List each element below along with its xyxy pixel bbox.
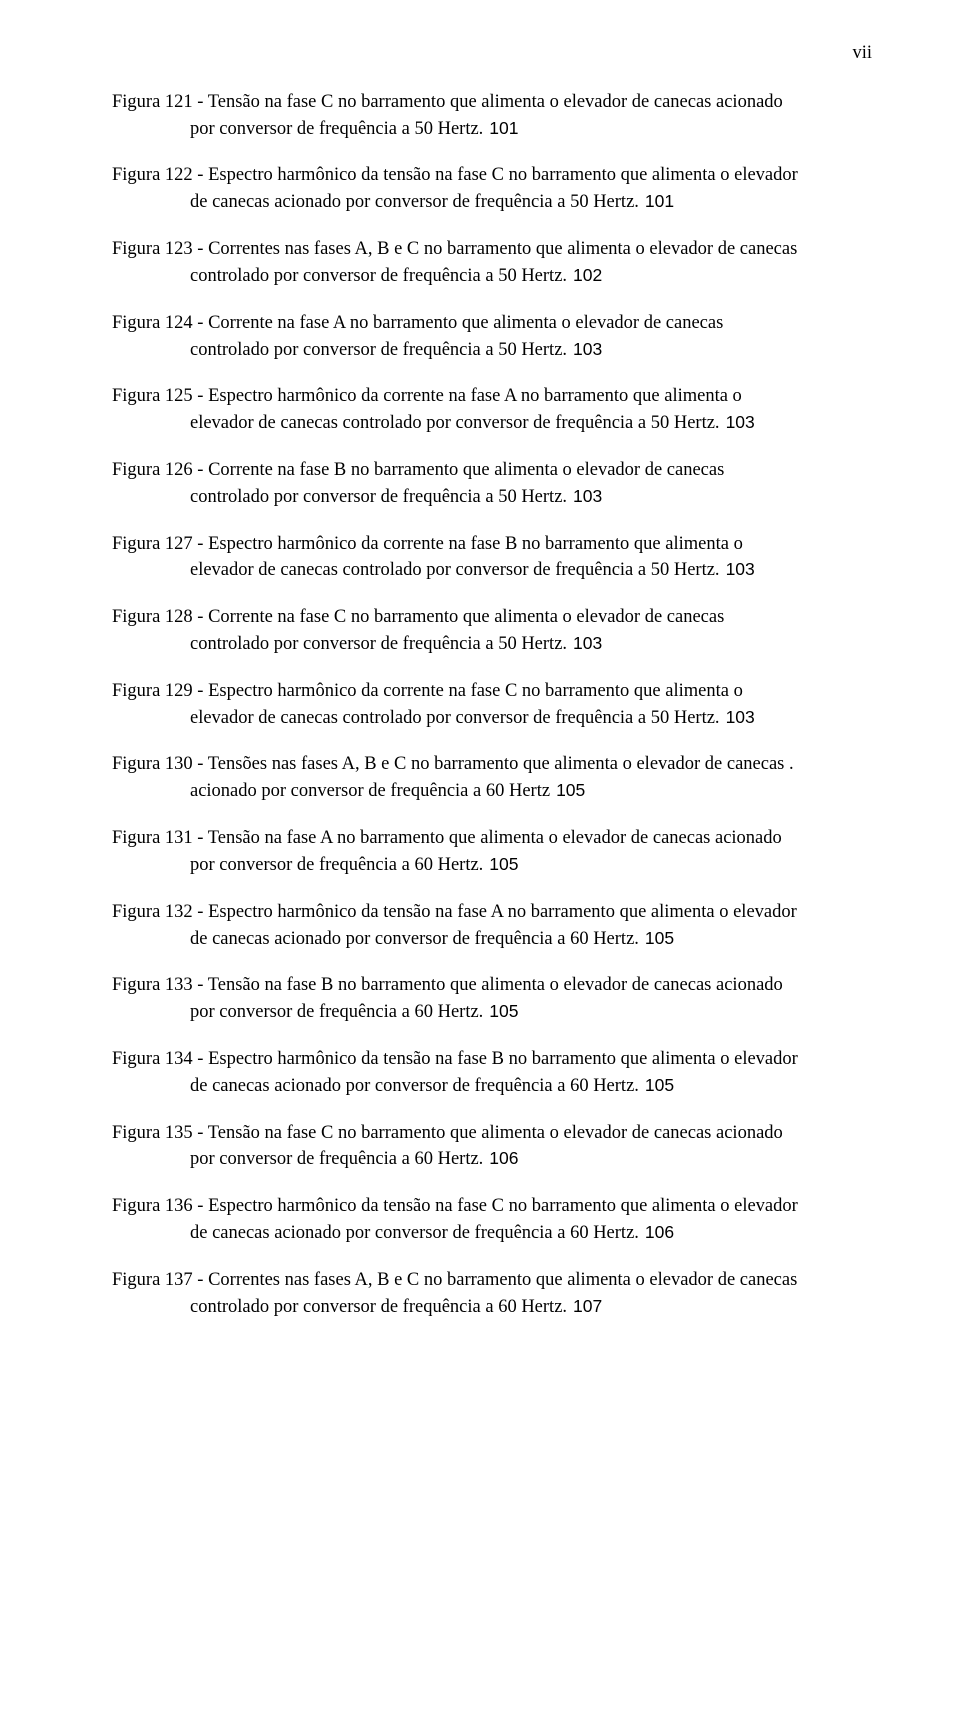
figure-entry-line2: de canecas acionado por conversor de fre…	[112, 189, 954, 216]
figure-entry: Figura 123 - Correntes nas fases A, B e …	[112, 236, 876, 290]
figure-entry-line2-text: de canecas acionado por conversor de fre…	[190, 929, 639, 949]
figure-entry: Figura 125 - Espectro harmônico da corre…	[112, 383, 876, 437]
figure-entry: Figura 128 - Corrente na fase C no barra…	[112, 604, 876, 658]
figure-entry-line1: Figura 122 - Espectro harmônico da tensã…	[112, 162, 876, 189]
figure-entry-page: 101	[645, 191, 674, 211]
figure-entry-line2-text: por conversor de frequência a 60 Hertz.	[190, 1149, 483, 1169]
figure-entry-line2: elevador de canecas controlado por conve…	[112, 705, 954, 732]
figure-entry-line2-text: controlado por conversor de frequência a…	[190, 340, 567, 360]
figure-entry: Figura 124 - Corrente na fase A no barra…	[112, 310, 876, 364]
figure-entry-line2: controlado por conversor de frequência a…	[112, 263, 954, 290]
figure-entry-line1: Figura 127 - Espectro harmônico da corre…	[112, 531, 876, 558]
figure-entry-line1: Figura 135 - Tensão na fase C no barrame…	[112, 1120, 876, 1147]
figure-entry-page: 107	[573, 1296, 602, 1316]
figure-entry-line1: Figura 137 - Correntes nas fases A, B e …	[112, 1267, 876, 1294]
figure-entry-line1: Figura 129 - Espectro harmônico da corre…	[112, 678, 876, 705]
figure-entry-line1: Figura 133 - Tensão na fase B no barrame…	[112, 972, 876, 999]
figure-entry: Figura 136 - Espectro harmônico da tensã…	[112, 1193, 876, 1247]
figure-entry-line2: de canecas acionado por conversor de fre…	[112, 1073, 954, 1100]
figure-entry-line2-text: por conversor de frequência a 60 Hertz.	[190, 855, 483, 875]
figure-entry-page: 105	[645, 1075, 674, 1095]
figure-entry-line1: Figura 136 - Espectro harmônico da tensã…	[112, 1193, 876, 1220]
figure-entry-line2: elevador de canecas controlado por conve…	[112, 557, 954, 584]
figure-entry-line2: de canecas acionado por conversor de fre…	[112, 1220, 954, 1247]
figure-entry: Figura 134 - Espectro harmônico da tensã…	[112, 1046, 876, 1100]
figure-entry-line2: controlado por conversor de frequência a…	[112, 1294, 954, 1321]
figure-entry-line2-text: controlado por conversor de frequência a…	[190, 266, 567, 286]
figure-entry-line2: controlado por conversor de frequência a…	[112, 631, 954, 658]
figure-entry-line1: Figura 121 - Tensão na fase C no barrame…	[112, 89, 876, 116]
figure-entry-line2-text: controlado por conversor de frequência a…	[190, 1297, 567, 1317]
figure-entry-line1: Figura 131 - Tensão na fase A no barrame…	[112, 825, 876, 852]
figure-entry-line2-text: elevador de canecas controlado por conve…	[190, 708, 720, 728]
figure-entry-line2-text: por conversor de frequência a 60 Hertz.	[190, 1002, 483, 1022]
figure-entry: Figura 131 - Tensão na fase A no barrame…	[112, 825, 876, 879]
figure-entry-page: 103	[573, 486, 602, 506]
figure-entry-line2-text: elevador de canecas controlado por conve…	[190, 560, 720, 580]
figure-entry-line2-text: acionado por conversor de frequência a 6…	[190, 781, 550, 801]
figure-entry-line2: de canecas acionado por conversor de fre…	[112, 926, 954, 953]
figure-entry: Figura 132 - Espectro harmônico da tensã…	[112, 899, 876, 953]
figure-entry: Figura 130 - Tensões nas fases A, B e C …	[112, 751, 876, 805]
figure-entry-page: 106	[645, 1222, 674, 1242]
figure-entry: Figura 126 - Corrente na fase B no barra…	[112, 457, 876, 511]
figure-entry-line2: por conversor de frequência a 60 Hertz. 1…	[112, 999, 954, 1026]
figure-entry-line2-text: de canecas acionado por conversor de fre…	[190, 1223, 639, 1243]
figure-entry-line1: Figura 130 - Tensões nas fases A, B e C …	[112, 751, 876, 778]
figure-entry-page: 105	[556, 780, 585, 800]
figure-entry-line2-text: elevador de canecas controlado por conve…	[190, 413, 720, 433]
figure-entry-line1: Figura 132 - Espectro harmônico da tensã…	[112, 899, 876, 926]
figure-entry-page: 105	[489, 854, 518, 874]
figure-entry: Figura 121 - Tensão na fase C no barrame…	[112, 89, 876, 143]
figure-entry-line2: controlado por conversor de frequência a…	[112, 484, 954, 511]
figure-entry-line1: Figura 128 - Corrente na fase C no barra…	[112, 604, 876, 631]
figure-entry: Figura 133 - Tensão na fase B no barrame…	[112, 972, 876, 1026]
list-of-figures: Figura 121 - Tensão na fase C no barrame…	[112, 89, 876, 1321]
figure-entry-line1: Figura 124 - Corrente na fase A no barra…	[112, 310, 876, 337]
figure-entry: Figura 129 - Espectro harmônico da corre…	[112, 678, 876, 732]
figure-entry-line2-text: controlado por conversor de frequência a…	[190, 487, 567, 507]
figure-entry: Figura 137 - Correntes nas fases A, B e …	[112, 1267, 876, 1321]
figure-entry-line2: por conversor de frequência a 50 Hertz. 1…	[112, 116, 954, 143]
figure-entry-page: 105	[645, 928, 674, 948]
figure-entry-page: 101	[489, 118, 518, 138]
figure-entry-line2-text: de canecas acionado por conversor de fre…	[190, 1076, 639, 1096]
page-container: vii Figura 121 - Tensão na fase C no bar…	[0, 0, 960, 1400]
figure-entry-line1: Figura 134 - Espectro harmônico da tensã…	[112, 1046, 876, 1073]
figure-entry-page: 105	[489, 1001, 518, 1021]
figure-entry-line2-text: controlado por conversor de frequência a…	[190, 634, 567, 654]
figure-entry-line2: por conversor de frequência a 60 Hertz. 1…	[112, 1146, 954, 1173]
figure-entry-page: 102	[573, 265, 602, 285]
figure-entry-line2: por conversor de frequência a 60 Hertz. 1…	[112, 852, 954, 879]
figure-entry-line2: elevador de canecas controlado por conve…	[112, 410, 954, 437]
figure-entry: Figura 127 - Espectro harmônico da corre…	[112, 531, 876, 585]
figure-entry: Figura 135 - Tensão na fase C no barrame…	[112, 1120, 876, 1174]
figure-entry-line2-text: de canecas acionado por conversor de fre…	[190, 192, 639, 212]
figure-entry-line2-text: por conversor de frequência a 50 Hertz.	[190, 119, 483, 139]
figure-entry-page: 106	[489, 1148, 518, 1168]
figure-entry-line2: controlado por conversor de frequência a…	[112, 337, 954, 364]
figure-entry-page: 103	[726, 412, 755, 432]
figure-entry-page: 103	[573, 339, 602, 359]
figure-entry-line1: Figura 126 - Corrente na fase B no barra…	[112, 457, 876, 484]
figure-entry-line1: Figura 123 - Correntes nas fases A, B e …	[112, 236, 876, 263]
figure-entry-line1: Figura 125 - Espectro harmônico da corre…	[112, 383, 876, 410]
figure-entry-page: 103	[726, 559, 755, 579]
figure-entry: Figura 122 - Espectro harmônico da tensã…	[112, 162, 876, 216]
figure-entry-line2: acionado por conversor de frequência a 6…	[112, 778, 954, 805]
figure-entry-page: 103	[726, 707, 755, 727]
figure-entry-page: 103	[573, 633, 602, 653]
page-number: vii	[112, 40, 876, 67]
